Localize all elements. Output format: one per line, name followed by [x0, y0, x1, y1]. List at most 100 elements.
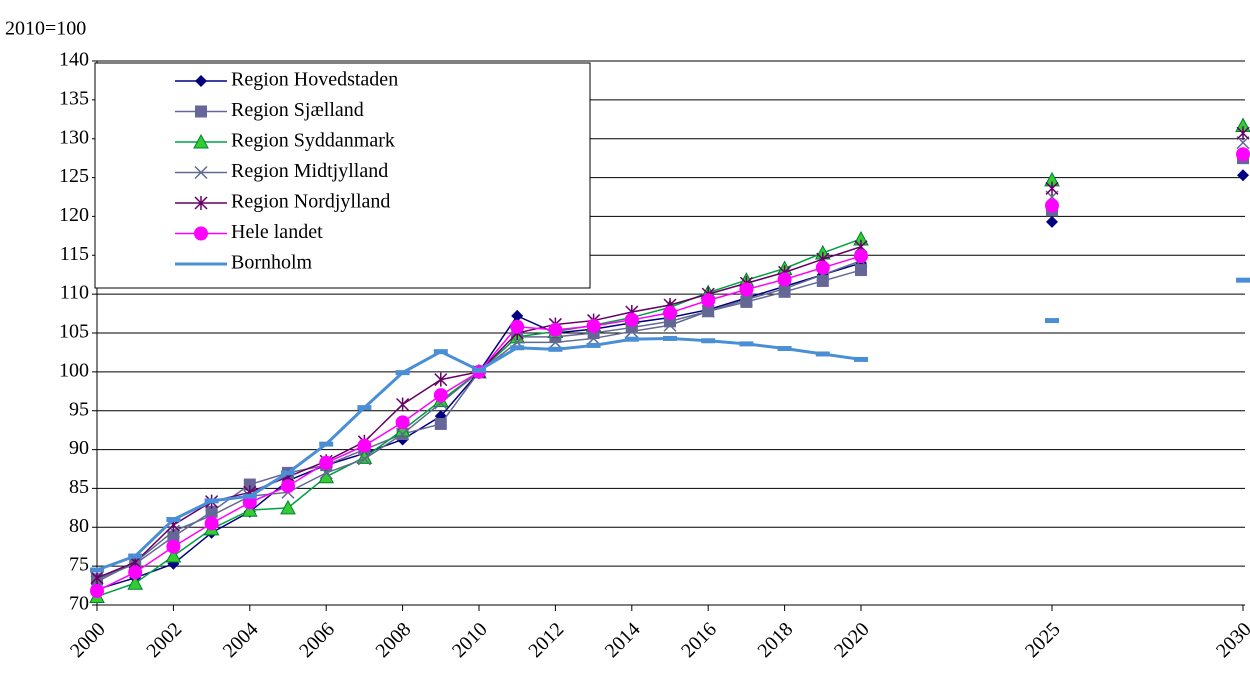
marker [1236, 277, 1250, 283]
legend-label: Bornholm [231, 252, 313, 274]
marker [739, 341, 754, 347]
marker [815, 260, 830, 275]
marker [128, 565, 143, 580]
marker [319, 441, 334, 447]
marker [855, 264, 867, 277]
marker [90, 567, 104, 573]
marker [701, 304, 715, 318]
marker [396, 397, 410, 412]
marker [510, 345, 525, 351]
marker [127, 575, 144, 590]
marker [624, 312, 639, 327]
x-tick-label: 2030 [1212, 618, 1250, 662]
legend-label: Region Syddanmark [231, 130, 395, 152]
y-tick-label: 140 [59, 49, 89, 71]
marker [242, 495, 257, 510]
marker [195, 105, 207, 118]
marker [586, 319, 601, 334]
legend-label: Hele landet [231, 221, 323, 243]
x-tick-label: 2010 [448, 618, 492, 662]
marker [1236, 126, 1250, 141]
marker [194, 165, 208, 180]
marker [778, 285, 791, 298]
marker [242, 493, 257, 499]
marker [193, 133, 209, 149]
x-tick-label: 2016 [677, 618, 721, 662]
y-tick-label: 70 [69, 593, 89, 615]
marker [587, 331, 601, 345]
marker [281, 470, 295, 476]
marker [90, 584, 104, 599]
marker [854, 356, 868, 362]
x-tick-label: 2012 [524, 618, 568, 662]
marker [241, 502, 258, 517]
y-tick-label: 110 [60, 282, 89, 304]
marker [777, 272, 792, 287]
marker [548, 322, 563, 337]
marker [195, 75, 207, 87]
x-tick-label: 2014 [601, 618, 645, 662]
y-tick-label: 95 [69, 398, 89, 420]
legend-box [94, 62, 591, 289]
marker [204, 516, 219, 531]
marker [1046, 215, 1058, 228]
marker [1045, 318, 1059, 324]
marker [396, 427, 410, 441]
marker [1236, 136, 1250, 150]
marker [395, 415, 410, 430]
marker [281, 479, 295, 494]
marker [511, 309, 524, 322]
marker [128, 553, 143, 559]
y-tick-label: 85 [69, 476, 89, 498]
y-tick-label: 115 [60, 243, 89, 265]
marker [165, 547, 182, 563]
y-tick-label: 120 [59, 204, 89, 226]
y-tick-label: 75 [69, 554, 89, 576]
legend-label: Region Hovedstaden [231, 69, 398, 91]
x-tick-label: 2025 [1021, 618, 1065, 662]
marker [357, 452, 371, 466]
x-tick-label: 2008 [372, 618, 416, 662]
marker [548, 346, 563, 352]
y-tick-label: 105 [59, 321, 89, 343]
y-tick-label: 100 [59, 359, 89, 381]
x-tick-label: 2004 [219, 618, 263, 662]
legend: Region Hovedstaden Region Sjælland Region … [94, 62, 591, 289]
marker [433, 388, 448, 403]
x-tick-label: 2000 [66, 618, 110, 662]
marker [625, 324, 639, 338]
marker [357, 405, 372, 411]
marker [395, 370, 410, 376]
marker [243, 478, 256, 491]
marker [194, 196, 208, 210]
marker [1045, 181, 1059, 196]
marker [777, 346, 792, 352]
marker [548, 335, 562, 349]
x-tick-label: 2002 [142, 618, 186, 662]
marker [166, 539, 181, 554]
marker [90, 570, 104, 585]
marker [472, 367, 486, 373]
marker [1237, 169, 1249, 182]
y-tick-label: 125 [59, 165, 89, 187]
y-tick-label: 90 [69, 437, 89, 459]
legend-label: Region Sjælland [231, 99, 364, 121]
x-tick-label: 2018 [754, 618, 798, 662]
y-tick-label: 130 [59, 126, 89, 148]
marker [434, 372, 448, 387]
marker [510, 319, 525, 334]
marker [663, 335, 677, 341]
marker [434, 417, 447, 430]
marker [1236, 147, 1250, 162]
marker [701, 293, 716, 308]
marker [663, 305, 677, 320]
y-tick-label: 80 [69, 515, 89, 537]
marker [433, 349, 448, 355]
marker [815, 351, 830, 357]
y-tick-label: 135 [59, 87, 89, 109]
marker [204, 498, 219, 504]
marker [319, 455, 334, 470]
marker [586, 342, 601, 348]
x-tick-label: 2020 [830, 618, 874, 662]
legend-label: Region Midtjylland [231, 160, 388, 182]
